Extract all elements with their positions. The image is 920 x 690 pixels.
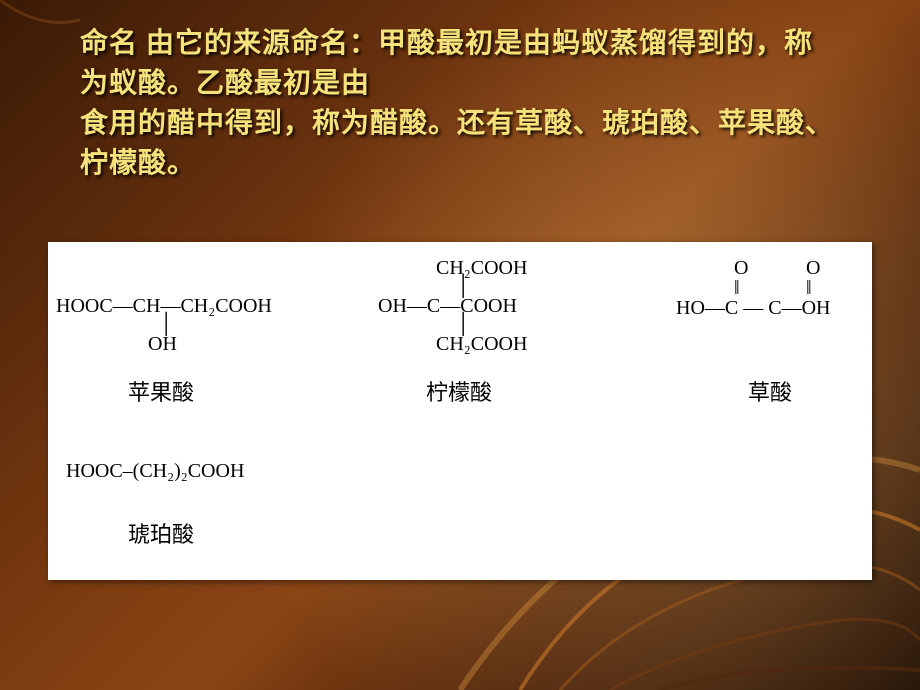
citric-line2: OH—C—COOH xyxy=(378,295,517,317)
malic-line2: OH xyxy=(148,333,177,355)
chemical-structures-box: HOOC—CH—CH₂COOH │ OH 苹果酸 CH₂COOH │ OH—C—… xyxy=(48,242,872,580)
succinic-line1: HOOC–(CH₂)₂COOH xyxy=(66,460,244,482)
heading-line-3: 食用的醋中得到，称为醋酸。还有草酸、琥珀酸、苹果酸、 xyxy=(80,108,834,139)
heading-line-2: 为蚁酸。乙酸最初是由 xyxy=(80,68,370,99)
citric-name: 柠檬酸 xyxy=(426,380,492,405)
oxalic-right-double: ‖ xyxy=(806,277,812,299)
heading: 命名 由它的来源命名：甲酸最初是由蚂蚁蒸馏得到的，称 为蚁酸。乙酸最初是由 食用… xyxy=(80,24,840,184)
succinic-name: 琥珀酸 xyxy=(128,522,194,547)
succinic-acid-group: HOOC–(CH₂)₂COOH 琥珀酸 xyxy=(66,460,244,547)
oxalic-acid-group: O O ‖ ‖ HO—C — C—OH 草酸 xyxy=(676,257,830,405)
slide-root: 命名 由它的来源命名：甲酸最初是由蚂蚁蒸馏得到的，称 为蚁酸。乙酸最初是由 食用… xyxy=(0,0,920,690)
oxalic-name: 草酸 xyxy=(748,380,792,405)
oxalic-left-O: O xyxy=(734,257,748,279)
malic-acid-group: HOOC—CH—CH₂COOH │ OH 苹果酸 xyxy=(56,295,272,405)
oxalic-body: HO—C — C—OH xyxy=(676,297,830,319)
malic-name: 苹果酸 xyxy=(128,380,194,405)
oxalic-left-double: ‖ xyxy=(734,277,740,299)
heading-line-1: 命名 由它的来源命名：甲酸最初是由蚂蚁蒸馏得到的，称 xyxy=(80,28,813,59)
citric-line1: CH₂COOH xyxy=(436,257,527,279)
chem-svg: HOOC—CH—CH₂COOH │ OH 苹果酸 CH₂COOH │ OH—C—… xyxy=(48,242,872,580)
citric-acid-group: CH₂COOH │ OH—C—COOH │ CH₂COOH 柠檬酸 xyxy=(378,257,527,405)
oxalic-right-O: O xyxy=(806,257,820,279)
citric-line3: CH₂COOH xyxy=(436,333,527,355)
heading-line-4: 柠檬酸。 xyxy=(80,148,196,179)
